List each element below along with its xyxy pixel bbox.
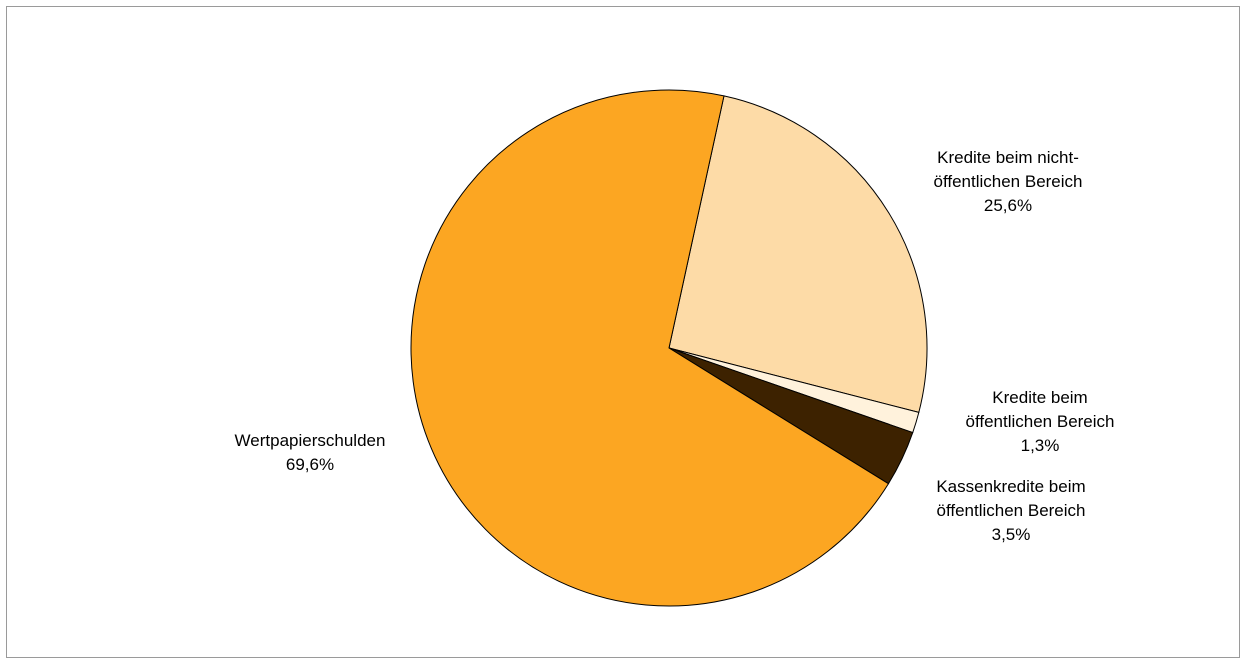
slice-name-line: Kassenkredite beim xyxy=(936,477,1085,496)
pie-chart: Kredite beim nicht-öffentlichen Bereich 2… xyxy=(235,89,1115,607)
slice-percent-label: 1,3% xyxy=(1021,436,1060,455)
slice-name-line: Kredite beim xyxy=(992,388,1087,407)
slice-percent-label: 69,6% xyxy=(286,455,334,474)
slice-label-3: Kassenkredite beim öffentlichen Bereich 3,… xyxy=(936,477,1085,544)
slice-name-line: Wertpapierschulden xyxy=(235,431,386,450)
slice-label-2: Kredite beim öffentlichen Bereich 1,3% xyxy=(965,388,1114,455)
slice-percent-label: 3,5% xyxy=(992,525,1031,544)
chart-frame: Kredite beim nicht-öffentlichen Bereich 2… xyxy=(6,6,1240,658)
pie-slice-1 xyxy=(668,95,928,413)
slice-name-line: öffentlichen Bereich xyxy=(933,172,1082,191)
slice-label-4: Wertpapierschulden 69,6% xyxy=(235,431,386,474)
pie-slices xyxy=(410,89,928,607)
slice-label-1: Kredite beim nicht-öffentlichen Bereich 2… xyxy=(933,148,1082,215)
slice-percent-label: 25,6% xyxy=(984,196,1032,215)
slice-name-line: Kredite beim nicht- xyxy=(937,148,1079,167)
slice-name-line: öffentlichen Bereich xyxy=(936,501,1085,520)
pie-slice-4 xyxy=(410,89,889,607)
pie-labels: Kredite beim nicht-öffentlichen Bereich 2… xyxy=(235,148,1115,544)
slice-name-line: öffentlichen Bereich xyxy=(965,412,1114,431)
